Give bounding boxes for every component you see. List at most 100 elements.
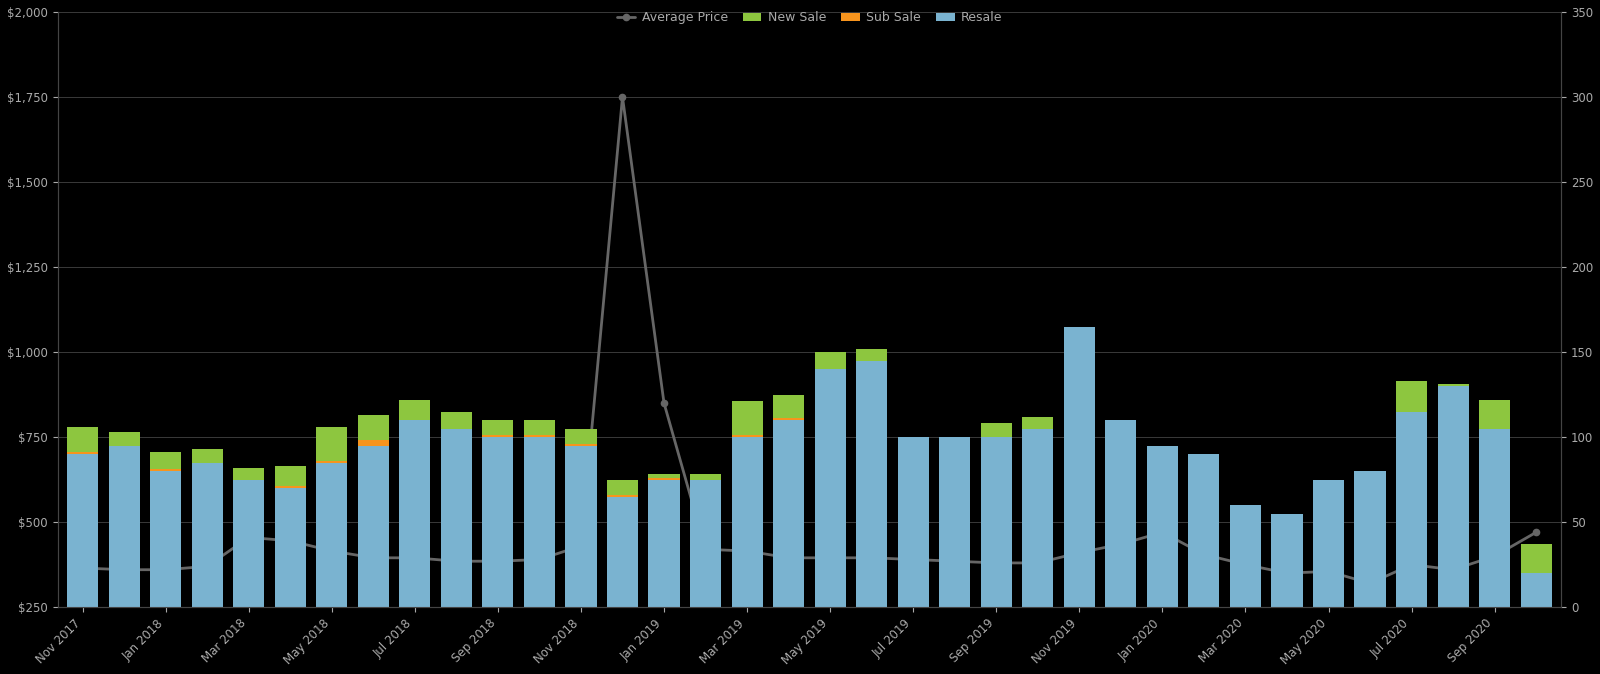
Average Price	[1194, 551, 1213, 559]
Average Price	[1112, 540, 1131, 548]
Average Price	[571, 542, 590, 550]
Average Price	[1443, 565, 1462, 574]
Bar	[690, 474, 722, 480]
Average Price	[238, 533, 258, 541]
Bar	[317, 427, 347, 461]
Average Price	[446, 557, 466, 565]
Average Price	[738, 547, 757, 555]
Legend: Average Price, New Sale, Sub Sale, Resale: Average Price, New Sale, Sub Sale, Resal…	[611, 6, 1008, 29]
Average Price	[363, 554, 382, 562]
Bar	[358, 446, 389, 607]
Bar	[1395, 412, 1427, 607]
Average Price	[1526, 528, 1546, 537]
Average Price	[696, 545, 715, 553]
Bar	[731, 435, 763, 437]
Average Price	[157, 565, 176, 574]
Bar	[690, 480, 722, 607]
Bar	[606, 495, 638, 497]
Bar	[814, 369, 846, 607]
Bar	[275, 488, 306, 607]
Average Price	[1485, 552, 1504, 560]
Bar	[400, 400, 430, 420]
Bar	[1478, 429, 1510, 607]
Bar	[1022, 417, 1053, 429]
Bar	[234, 480, 264, 607]
Bar	[67, 427, 98, 452]
Bar	[773, 420, 805, 607]
Average Price	[862, 554, 882, 562]
Average Price	[1029, 559, 1048, 567]
Bar	[1064, 326, 1094, 607]
Average Price	[654, 399, 674, 407]
Bar	[440, 429, 472, 607]
Average Price	[1402, 561, 1421, 569]
Average Price	[115, 565, 134, 574]
Bar	[1437, 386, 1469, 607]
Bar	[150, 471, 181, 607]
Bar	[1478, 400, 1510, 429]
Average Price	[1360, 579, 1379, 587]
Average Price	[613, 93, 632, 101]
Bar	[192, 449, 222, 462]
Bar	[1520, 573, 1552, 607]
Bar	[814, 352, 846, 369]
Bar	[648, 480, 680, 607]
Bar	[981, 437, 1011, 607]
Bar	[731, 437, 763, 607]
Bar	[358, 415, 389, 441]
Average Price	[197, 562, 216, 570]
Bar	[1395, 381, 1427, 412]
Bar	[565, 446, 597, 607]
Average Price	[1235, 561, 1254, 569]
Average Price	[1318, 568, 1338, 576]
Average Price	[74, 564, 93, 572]
Bar	[898, 437, 928, 607]
Bar	[1355, 471, 1386, 607]
Bar	[67, 452, 98, 454]
Bar	[234, 468, 264, 480]
Bar	[523, 420, 555, 435]
Bar	[317, 462, 347, 607]
Bar	[1230, 505, 1261, 607]
Bar	[731, 401, 763, 435]
Average Price	[946, 557, 965, 565]
Bar	[482, 437, 514, 607]
Average Price	[904, 555, 923, 563]
Bar	[275, 487, 306, 488]
Average Price	[405, 554, 424, 562]
Bar	[1189, 454, 1219, 607]
Bar	[1106, 420, 1136, 607]
Bar	[400, 420, 430, 607]
Bar	[606, 480, 638, 495]
Average Price	[987, 559, 1006, 567]
Bar	[523, 435, 555, 437]
Bar	[1272, 514, 1302, 607]
Bar	[773, 394, 805, 419]
Bar	[109, 446, 139, 607]
Average Price	[280, 537, 299, 545]
Bar	[648, 474, 680, 478]
Average Price	[1070, 549, 1090, 557]
Average Price	[1152, 528, 1171, 537]
Bar	[109, 432, 139, 446]
Bar	[856, 348, 888, 361]
Bar	[1022, 429, 1053, 607]
Bar	[440, 412, 472, 429]
Average Price	[1277, 569, 1296, 577]
Bar	[523, 437, 555, 607]
Bar	[1437, 384, 1469, 386]
Bar	[565, 444, 597, 446]
Line: Average Price: Average Price	[80, 94, 1539, 586]
Bar	[939, 437, 970, 607]
Average Price	[322, 547, 341, 555]
Bar	[981, 423, 1011, 437]
Average Price	[821, 554, 840, 562]
Bar	[1520, 544, 1552, 573]
Bar	[606, 497, 638, 607]
Bar	[150, 452, 181, 469]
Bar	[1147, 446, 1178, 607]
Bar	[275, 466, 306, 487]
Average Price	[530, 555, 549, 563]
Bar	[482, 435, 514, 437]
Average Price	[488, 557, 507, 565]
